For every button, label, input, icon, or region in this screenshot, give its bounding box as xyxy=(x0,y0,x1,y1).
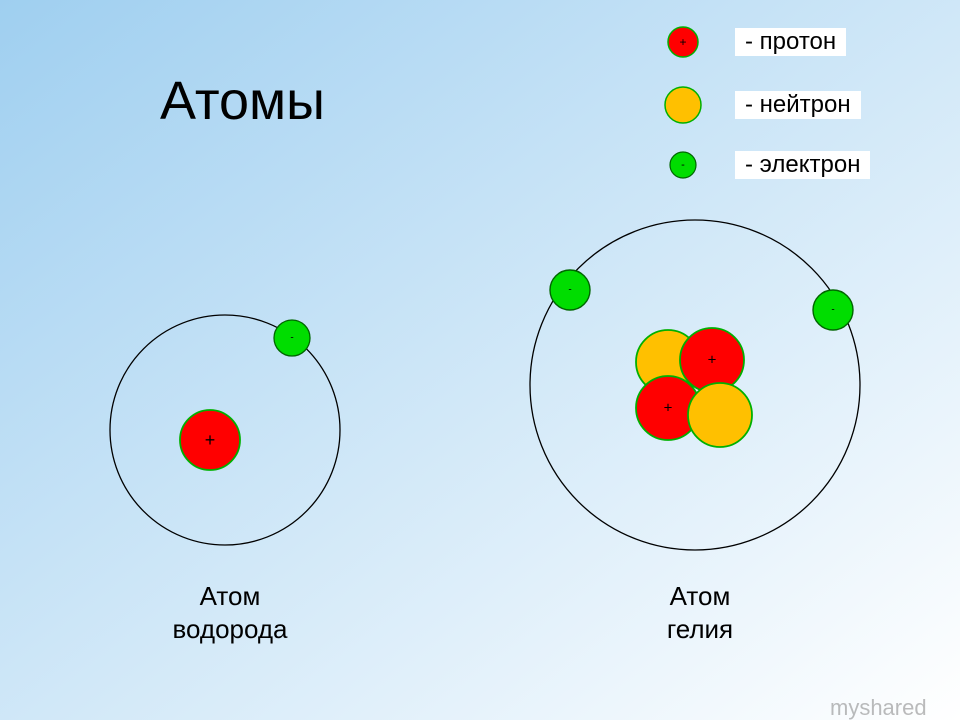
legend-label-proton: - протон xyxy=(735,28,846,56)
diagram-stage: + - + + - - + - Атомы - протон - нейтрон - эле… xyxy=(0,0,960,720)
watermark-text: myshared xyxy=(830,695,927,720)
hydrogen-proton-0-symbol: + xyxy=(205,430,216,450)
legend-neutron-icon xyxy=(665,87,701,123)
helium-electron-4-symbol: - xyxy=(568,285,571,296)
helium-proton-2-symbol: + xyxy=(664,400,673,417)
hydrogen-electron-1-symbol: - xyxy=(290,333,293,344)
helium-neutron-3-icon xyxy=(688,383,752,447)
legend-label-neutron: - нейтрон xyxy=(735,91,861,119)
helium-electron-5-symbol: - xyxy=(831,305,834,316)
legend-label-electron: - электрон xyxy=(735,151,870,179)
caption-hydrogen: Атомводорода xyxy=(130,580,330,645)
caption-helium: Атомгелия xyxy=(600,580,800,645)
page-title: Атомы xyxy=(160,70,325,132)
legend-proton-symbol: + xyxy=(679,35,686,49)
helium-proton-1-symbol: + xyxy=(708,352,717,369)
legend-electron-symbol: - xyxy=(681,159,685,171)
